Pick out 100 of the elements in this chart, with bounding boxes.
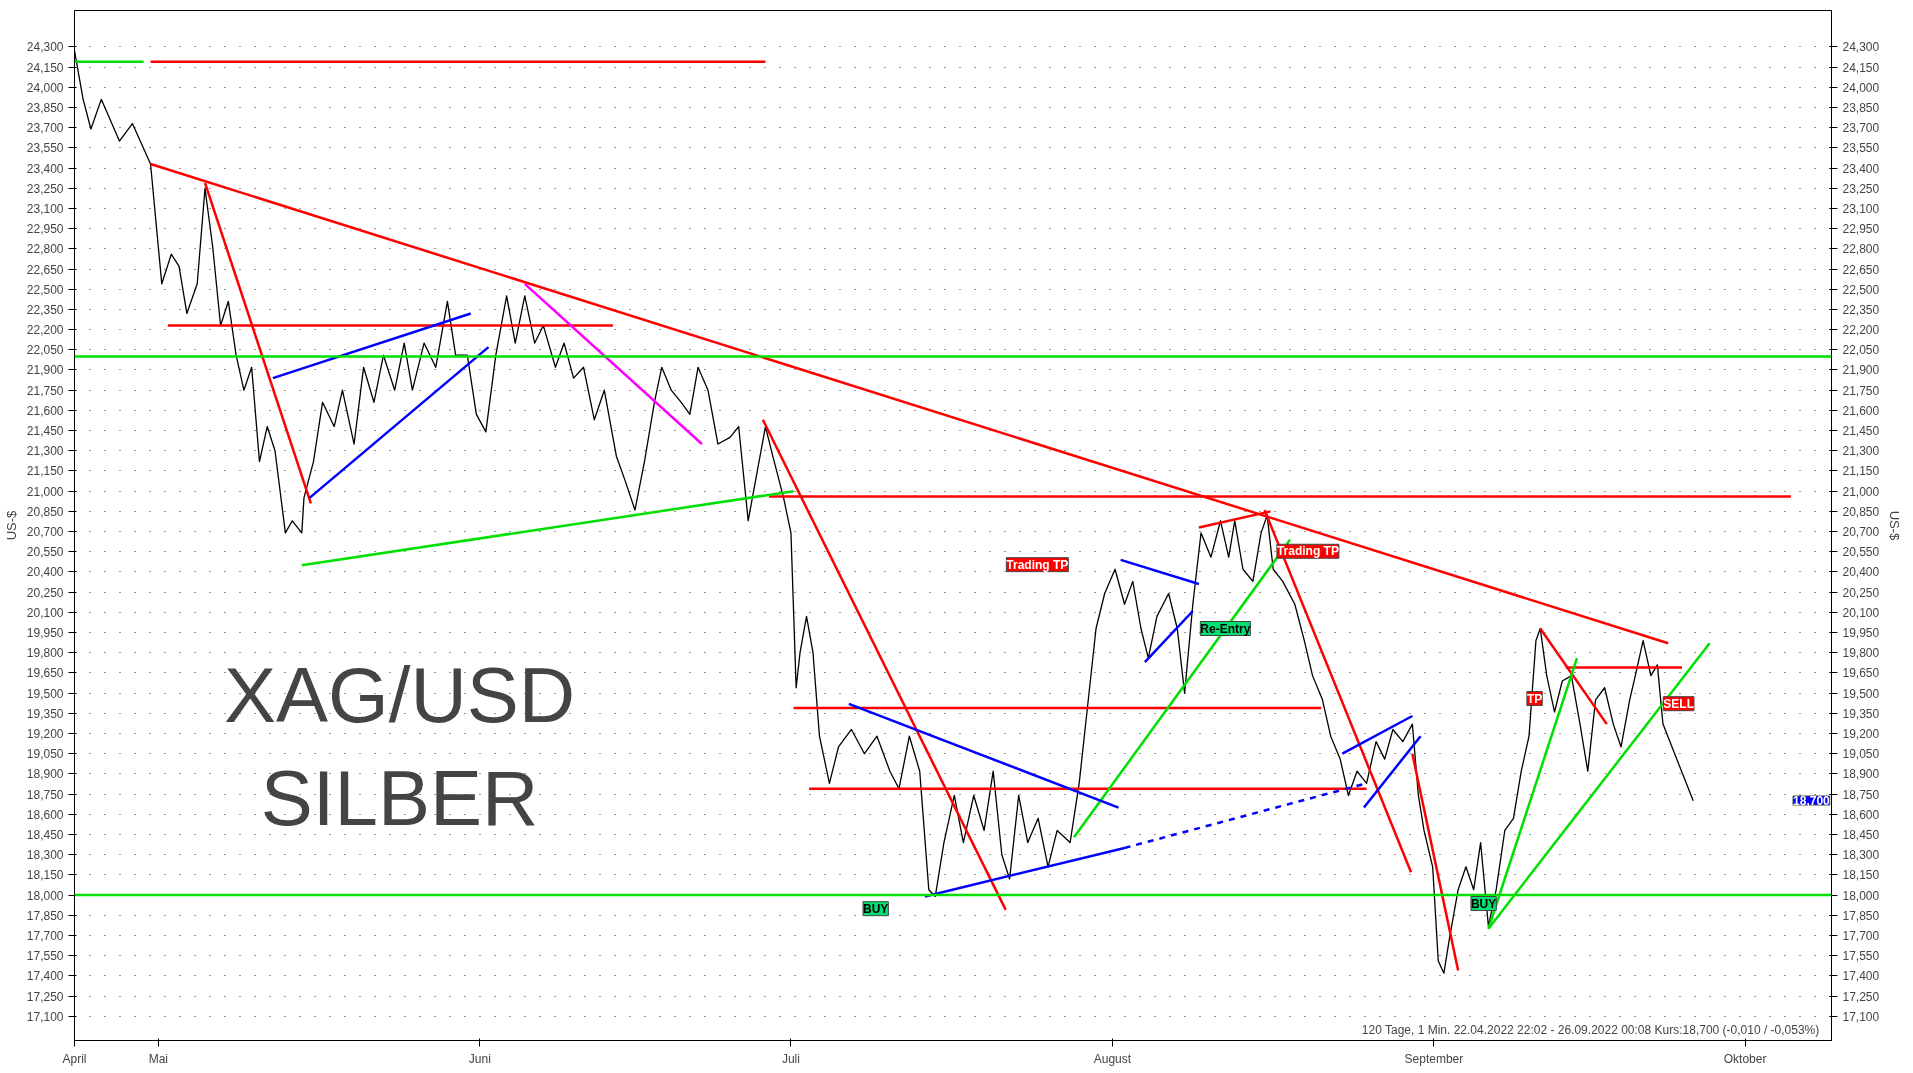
x-tick-label: April [62, 1051, 87, 1066]
x-tick-label: Juli [781, 1051, 800, 1066]
y-tick-label: 24,000 [26, 80, 64, 95]
y2-tick-label: 17,250 [1842, 989, 1880, 1004]
y-tick-label: 20,850 [26, 504, 64, 519]
y-tick-label: 22,500 [26, 282, 64, 297]
y-tick-label: 21,750 [26, 383, 64, 398]
y-tick-label: 19,350 [26, 706, 64, 721]
y-tick-label: 23,550 [26, 141, 64, 156]
y-tick-label: 18,900 [26, 767, 64, 782]
y-tick-label: 23,700 [26, 121, 64, 136]
y2-tick-label: 19,200 [1842, 727, 1880, 742]
y-tick-label: 21,000 [26, 484, 64, 499]
y2-tick-label: 19,800 [1842, 646, 1880, 661]
y2-tick-label: 22,050 [1842, 343, 1880, 358]
y-tick-label: 19,200 [26, 727, 64, 742]
text: XAG/USD [224, 651, 576, 740]
y-tick-label: 24,300 [26, 40, 64, 55]
y-tick-label: 17,100 [26, 1009, 64, 1024]
y-axis-title: US-$ [3, 509, 19, 541]
y2-tick-label: 20,850 [1842, 504, 1880, 519]
y2-tick-label: 17,850 [1842, 908, 1880, 923]
x-tick-label: Mai [148, 1051, 169, 1066]
y-tick-label: 21,150 [26, 464, 64, 479]
text: SILBER [260, 754, 539, 843]
y2-tick-label: 24,150 [1842, 60, 1880, 75]
y2-tick-label: 21,000 [1842, 484, 1880, 499]
y-tick-label: 23,850 [26, 100, 64, 115]
y2-tick-label: 18,300 [1842, 848, 1880, 863]
y2-tick-label: 18,900 [1842, 767, 1880, 782]
y-tick-label: 18,450 [26, 828, 64, 842]
y-tick-label: 20,700 [26, 525, 64, 540]
y2-tick-label: 22,950 [1842, 222, 1880, 237]
y-tick-label: 23,100 [26, 201, 64, 216]
y-tick-label: 19,800 [26, 646, 64, 661]
annotation: BUY [1470, 896, 1497, 911]
y2-tick-label: 17,550 [1842, 949, 1880, 964]
annotation: BUY [863, 901, 889, 916]
y-tick-label: 22,650 [26, 262, 64, 277]
y-tick-label: 18,000 [26, 888, 64, 903]
y2-tick-label: 21,600 [1842, 403, 1880, 418]
x-tick-label: September [1404, 1051, 1464, 1066]
y2-tick-label: 19,050 [1842, 747, 1880, 762]
annotation: TP [1526, 691, 1543, 706]
y2-tick-label: 22,500 [1842, 282, 1880, 297]
y-tick-label: 22,800 [26, 242, 64, 257]
y2-tick-label: 18,750 [1842, 787, 1880, 802]
y-tick-label: 20,400 [26, 565, 64, 580]
y2-tick-label: 19,650 [1842, 666, 1880, 681]
y-tick-label: 17,400 [26, 969, 64, 984]
y-tick-label: 20,250 [26, 585, 64, 600]
y-tick-label: 18,750 [26, 787, 64, 802]
y2-tick-label: 20,550 [1842, 545, 1880, 560]
y2-tick-label: 23,250 [1842, 181, 1880, 196]
y2-tick-label: 22,800 [1842, 242, 1880, 257]
y2-tick-label: 20,100 [1842, 605, 1880, 620]
y-tick-label: 22,350 [26, 302, 64, 317]
y2-tick-label: 21,300 [1842, 444, 1880, 459]
y2-tick-label: 23,400 [1842, 161, 1880, 176]
y2-axis-title: US-$ [1887, 510, 1903, 542]
y-tick-label: 18,150 [26, 868, 64, 883]
y2-tick-label: 17,100 [1842, 1009, 1880, 1024]
y2-tick-label: 21,750 [1842, 383, 1880, 398]
y2-tick-label: 19,350 [1842, 706, 1880, 721]
y2-tick-label: 22,650 [1842, 262, 1880, 277]
y2-tick-label: 21,450 [1842, 424, 1880, 439]
x-tick-label: August [1093, 1051, 1132, 1066]
y2-tick-label: 22,350 [1842, 302, 1880, 317]
y2-tick-label: 20,400 [1842, 565, 1880, 580]
y-tick-label: 18,300 [26, 848, 64, 863]
y-tick-label: 23,250 [26, 181, 64, 196]
y-tick-label: 19,500 [26, 686, 64, 701]
y2-tick-label: 17,700 [1842, 928, 1880, 943]
y-tick-label: 24,150 [26, 60, 64, 75]
y2-tick-label: 20,250 [1842, 585, 1880, 600]
y2-tick-label: 23,550 [1842, 141, 1880, 156]
y2-tick-label: 18,000 [1842, 888, 1880, 903]
y2-tick-label: 19,950 [1842, 626, 1880, 641]
annotation: Trading TP [1276, 544, 1339, 559]
y-tick-label: 20,100 [26, 605, 64, 620]
y-tick-label: 21,300 [26, 444, 64, 459]
y2-tick-label: 23,700 [1842, 121, 1880, 136]
y2-tick-label: 18,600 [1842, 807, 1880, 822]
y-tick-label: 19,950 [26, 626, 64, 641]
x-tick-label: Juni [468, 1051, 491, 1066]
y2-tick-label: 21,900 [1842, 363, 1880, 378]
y-tick-label: 18,600 [26, 807, 64, 822]
y2-tick-label: 21,150 [1842, 464, 1880, 479]
y2-tick-label: 19,500 [1842, 686, 1880, 701]
y-tick-label: 19,050 [26, 747, 64, 762]
annotation: SELL [1663, 696, 1694, 711]
y-tick-label: 19,650 [26, 666, 64, 681]
y2-tick-label: 24,300 [1842, 40, 1880, 55]
y-tick-label: 21,450 [26, 424, 64, 439]
y2-tick-label: 20,700 [1842, 525, 1880, 540]
x-tick-label: Oktober [1723, 1051, 1767, 1066]
annotation: 120 Tage, 1 Min. 22.04.2022 22:02 - 26.09.2022 00:08 Kurs:18,700 (-0,010 / -0,053%) [1361, 1022, 1820, 1037]
y-tick-label: 21,600 [26, 403, 64, 418]
y-tick-label: 17,850 [26, 908, 64, 923]
y-tick-label: 23,400 [26, 161, 64, 176]
